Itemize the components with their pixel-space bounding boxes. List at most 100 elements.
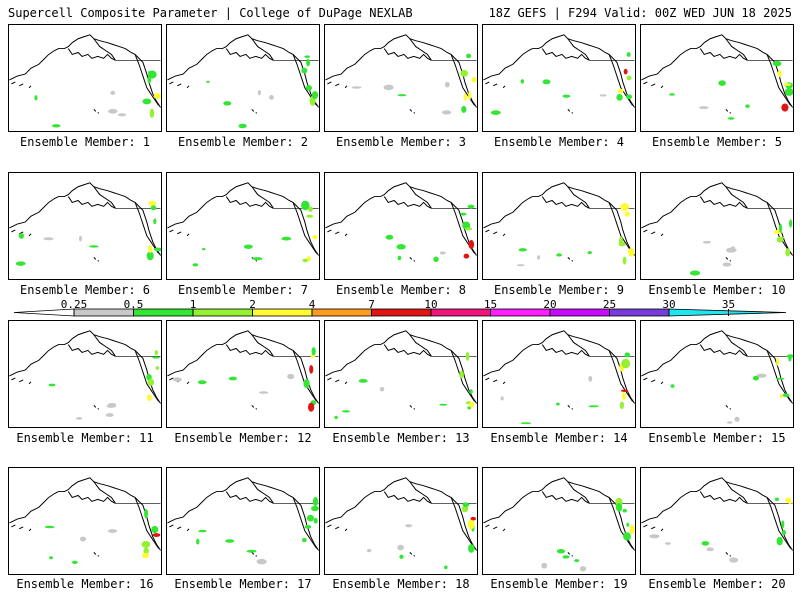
parameter-blob [89,245,99,248]
parameter-blob [620,389,629,393]
member-caption-11: Ensemble Member: 11 [16,431,154,445]
parameter-blob [619,236,623,247]
parameter-blob [439,251,446,255]
colorbar-segment-4 [252,308,313,317]
parameter-blob [587,251,592,255]
map-svg [325,182,477,263]
map-boundary-line [93,257,100,262]
parameter-blob [301,537,307,543]
colorbar-segment-10 [609,308,670,317]
map-panel-member-18 [324,467,478,575]
parameter-blob [147,71,154,74]
map-boundary-line [641,330,793,404]
parameter-blob [562,94,571,98]
parameter-blob [537,255,541,260]
parameter-blob [172,377,183,382]
member-caption-19: Ensemble Member: 19 [490,577,628,591]
map-panel-member-6 [8,172,162,280]
parameter-blob [146,251,154,261]
parameter-blob [385,234,394,240]
colorbar-tick-label: 30 [662,298,676,311]
parameter-blob [464,227,473,231]
map-boundary-line [608,497,634,549]
map-boundary-line [134,497,160,549]
map-boundary-line [225,491,274,504]
map-boundary-line [9,182,161,256]
member-caption-6: Ensemble Member: 6 [19,283,151,297]
parameter-blob [309,364,314,374]
parameter-blob [44,525,55,529]
member-caption-16: Ensemble Member: 16 [16,577,154,591]
map-boundary-line [641,182,793,256]
parameter-blob [306,214,314,218]
map-boundary-line [93,405,100,410]
parameter-blob [461,105,467,113]
parameter-blob [588,375,593,382]
map-boundary-line [67,196,116,209]
parameter-blob [351,86,362,89]
parameter-blob [588,405,600,408]
parameter-blob [463,253,470,259]
parameter-blob [541,562,548,569]
map-svg [483,182,635,267]
parameter-blob [306,256,312,262]
map-boundary-line [9,34,161,108]
parameter-blob [281,236,292,241]
map-boundary-line [67,48,116,61]
map-svg [641,477,793,563]
parameter-blob [142,552,149,559]
parameter-blob [629,524,635,534]
map-boundary-line [251,109,258,114]
map-boundary-line [483,330,635,404]
colorbar-tick-label: 0.25 [60,298,88,311]
parameter-blob [621,358,631,369]
parameter-blob [397,94,407,97]
parameter-blob [301,200,310,211]
member-caption-12: Ensemble Member: 12 [174,431,312,445]
parameter-blob [52,124,61,128]
parameter-blob [144,508,149,519]
parameter-blob [256,558,267,565]
map-panel-member-4 [482,24,636,132]
parameter-blob [542,79,551,85]
map-boundary-line [134,202,160,254]
map-boundary-line [699,48,748,61]
parameter-blob [305,84,312,91]
map-boundary-line [409,38,432,61]
map-boundary-line [383,196,432,209]
map-boundary-line [766,54,792,106]
parameter-blob [312,235,318,240]
parameter-blob [775,377,785,380]
map-svg [483,330,635,425]
map-boundary-line [327,229,348,237]
member-caption-3: Ensemble Member: 3 [335,135,467,149]
parameter-blob [72,560,78,564]
parameter-blob [466,53,472,59]
map-panel-member-13 [324,320,478,428]
parameter-blob [79,536,87,542]
parameter-blob [774,497,780,502]
map-boundary-line [450,497,476,549]
parameter-blob [304,55,311,58]
colorbar-tick-label: 2 [249,298,256,311]
parameter-blob [379,386,385,392]
map-boundary-line [225,48,274,61]
map-svg [325,330,477,420]
parameter-blob [396,244,406,250]
map-boundary-line [725,334,748,357]
map-panel-member-10 [640,172,794,280]
parameter-blob [463,93,467,101]
parameter-blob [745,104,750,108]
parameter-blob [110,90,116,95]
map-svg [167,182,319,267]
map-boundary-line [643,377,664,385]
map-boundary-line [567,481,590,504]
colorbar-segment-7 [430,308,491,317]
colorbar-tick-label: 25 [602,298,617,311]
map-boundary-line [725,481,748,504]
map-boundary-line [699,344,748,357]
parameter-blob [148,244,153,254]
map-boundary-line [292,350,318,402]
map-panel-member-20 [640,467,794,575]
parameter-blob [341,410,350,413]
